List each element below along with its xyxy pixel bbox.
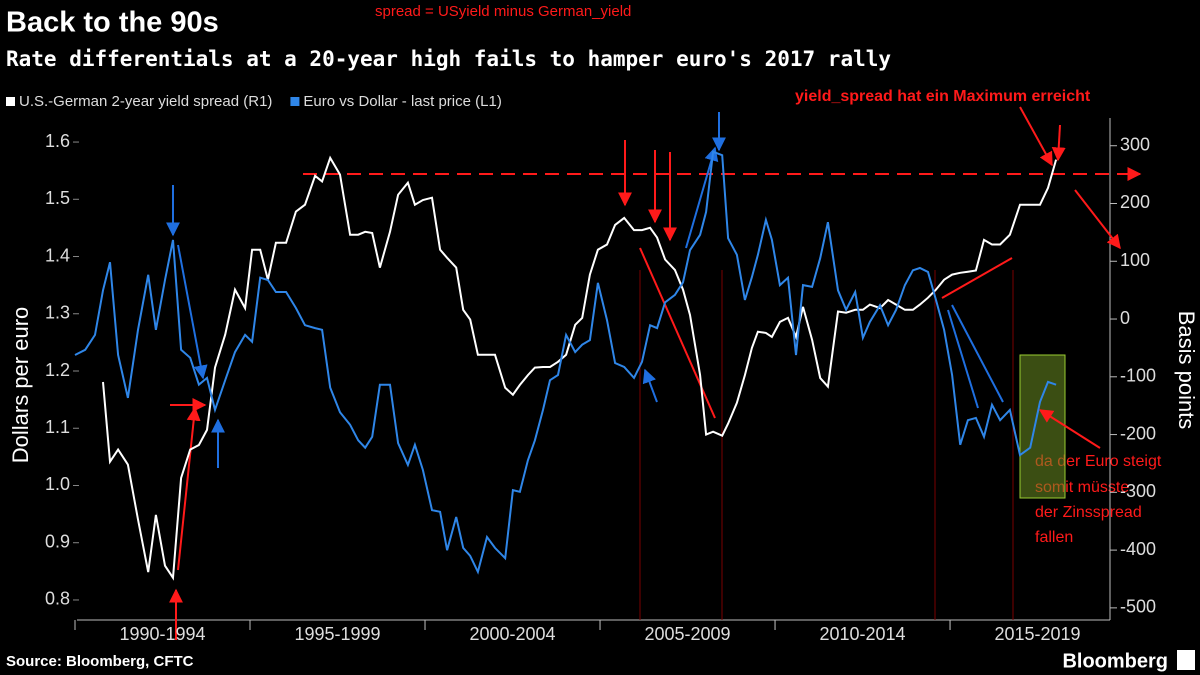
series-line <box>102 155 1058 581</box>
arrow <box>1019 106 1053 167</box>
arrow <box>177 406 201 571</box>
trend-line <box>951 304 1004 403</box>
arrow <box>1038 409 1101 449</box>
arrow <box>1074 189 1121 250</box>
trend-line <box>639 247 716 419</box>
y2-axis-title: Basis points <box>1174 311 1199 430</box>
x-tick-label: 2015-2019 <box>994 624 1080 644</box>
source: Source: Bloomberg, CFTC <box>6 653 194 670</box>
x-tick-label: 1990-1994 <box>119 624 205 644</box>
arrow <box>642 368 658 403</box>
y-tick-label: 1.1 <box>45 417 70 437</box>
arrow <box>1051 124 1066 162</box>
legend-swatch <box>290 97 300 106</box>
brand-icon <box>1177 650 1195 670</box>
y2-tick-label: -100 <box>1120 366 1156 386</box>
x-tick-label: 2005-2009 <box>644 624 730 644</box>
annotation: spread = USyield minus German_yield <box>375 3 631 20</box>
y-tick-label: 1.4 <box>45 245 70 265</box>
y-tick-label: 1.5 <box>45 188 70 208</box>
y-tick-label: 0.8 <box>45 589 70 609</box>
trend-line <box>941 257 1013 299</box>
annotation: der Zinsspread <box>1035 504 1142 521</box>
y2-tick-label: 300 <box>1120 134 1150 154</box>
chart-subtitle: Rate differentials at a 20-year high fai… <box>6 47 891 71</box>
y2-tick-label: 200 <box>1120 192 1150 212</box>
annotation-layer <box>166 106 1142 640</box>
y2-tick-label: 0 <box>1120 308 1130 328</box>
y2-tick-label: -200 <box>1120 423 1156 443</box>
annotation: fallen <box>1035 529 1073 546</box>
y-axis-title: Dollars per euro <box>8 307 33 464</box>
annotation: da der Euro steigt <box>1035 453 1162 470</box>
arrow <box>685 146 719 249</box>
annotation: yield_spread hat ein Maximum erreicht <box>795 88 1091 105</box>
highlight-box <box>1019 354 1066 499</box>
arrow <box>177 244 208 380</box>
legend-label: U.S.-German 2-year yield spread (R1) <box>19 93 272 110</box>
y-tick-label: 1.3 <box>45 303 70 323</box>
y2-tick-label: -300 <box>1120 481 1156 501</box>
y2-tick-label: -500 <box>1120 597 1156 617</box>
y2-tick-label: 100 <box>1120 250 1150 270</box>
chart-title: Back to the 90s <box>6 7 219 39</box>
x-tick-label: 2000-2004 <box>469 624 555 644</box>
legend-swatch <box>6 97 15 106</box>
legend-label: Euro vs Dollar - last price (L1) <box>303 93 501 110</box>
y-tick-label: 1.0 <box>45 474 70 494</box>
brand: Bloomberg <box>1062 650 1168 672</box>
trend-line <box>947 309 979 409</box>
x-tick-label: 1995-1999 <box>294 624 380 644</box>
y-tick-label: 0.9 <box>45 531 70 551</box>
y2-tick-label: -400 <box>1120 539 1156 559</box>
y-tick-label: 1.2 <box>45 360 70 380</box>
x-tick-label: 2010-2014 <box>819 624 905 644</box>
series-line <box>74 150 1057 575</box>
y-tick-label: 1.6 <box>45 131 70 151</box>
